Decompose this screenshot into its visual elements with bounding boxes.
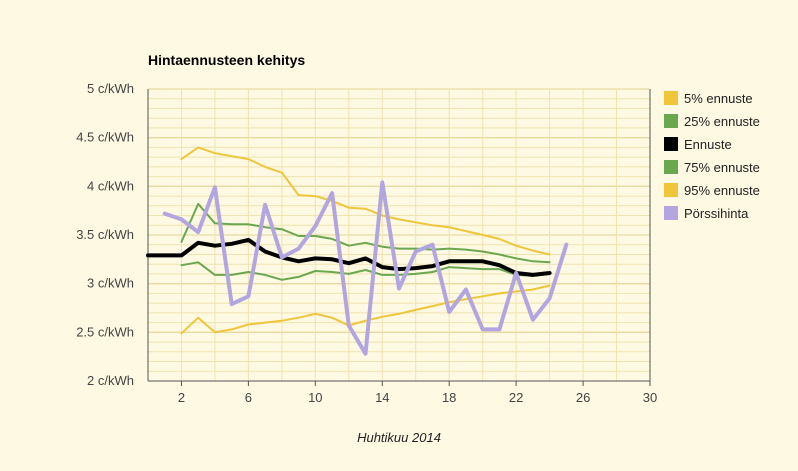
x-tick-label: 26 bbox=[576, 390, 590, 405]
y-tick-label: 3 c/kWh bbox=[87, 276, 134, 291]
series-line-5 bbox=[162, 180, 569, 356]
series-line-0 bbox=[180, 284, 551, 335]
y-tick-label: 5 c/kWh bbox=[87, 81, 134, 96]
x-tick-label: 6 bbox=[245, 390, 252, 405]
series-line-4 bbox=[180, 146, 551, 256]
series-line-1 bbox=[180, 261, 551, 281]
x-tick-label: 2 bbox=[178, 390, 185, 405]
chart-title: Hintaennusteen kehitys bbox=[148, 52, 305, 68]
legend: 5% ennuste 25% ennuste Ennuste 75% ennuste 9… bbox=[664, 91, 760, 221]
legend-label: 25% ennuste bbox=[684, 114, 760, 129]
legend-swatch bbox=[664, 137, 678, 151]
x-tick-label: 22 bbox=[509, 390, 523, 405]
legend-swatch bbox=[664, 91, 678, 105]
y-tick-label: 3.5 c/kWh bbox=[76, 227, 134, 242]
legend-label: 5% ennuste bbox=[684, 91, 753, 106]
y-tick-label: 4.5 c/kWh bbox=[76, 130, 134, 145]
legend-label: Pörssihinta bbox=[684, 206, 749, 221]
legend-label: 95% ennuste bbox=[684, 183, 760, 198]
legend-swatch bbox=[664, 160, 678, 174]
x-tick-label: 14 bbox=[375, 390, 389, 405]
x-tick-label: 18 bbox=[442, 390, 456, 405]
legend-label: 75% ennuste bbox=[684, 160, 760, 175]
x-tick-label: 10 bbox=[308, 390, 322, 405]
legend-swatch bbox=[664, 183, 678, 197]
series-lines bbox=[146, 146, 569, 356]
y-tick-label: 4 c/kWh bbox=[87, 178, 134, 193]
axes: 2 c/kWh 2.5 c/kWh 3 c/kWh 3.5 c/kWh 4 c/kWh 4… bbox=[76, 81, 657, 405]
series-line-2 bbox=[146, 237, 552, 277]
y-tick-label: 2 c/kWh bbox=[87, 373, 134, 388]
legend-label: Ennuste bbox=[684, 137, 732, 152]
series-line-3 bbox=[180, 202, 551, 264]
y-tick-label: 2.5 c/kWh bbox=[76, 324, 134, 339]
x-axis-label: Huhtikuu 2014 bbox=[357, 430, 441, 445]
legend-swatch bbox=[664, 206, 678, 220]
legend-swatch bbox=[664, 114, 678, 128]
x-tick-label: 30 bbox=[643, 390, 657, 405]
